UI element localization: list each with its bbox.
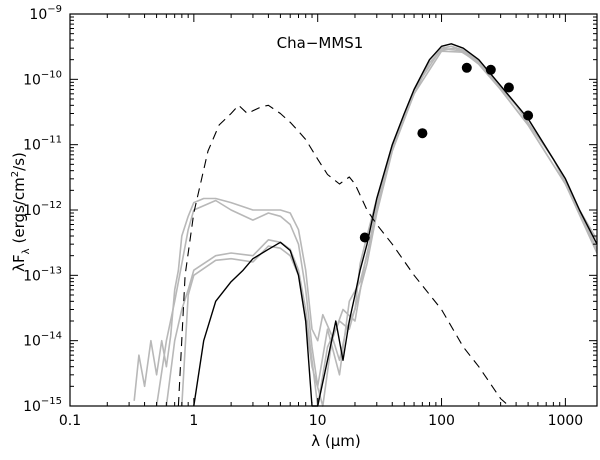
model-fit-line-0 (133, 45, 598, 401)
y-tick-label: 10−12 (23, 200, 62, 219)
y-tick-label: 10−10 (23, 69, 62, 88)
x-tick-label: 1000 (548, 413, 584, 429)
y-tick-label: 10−13 (23, 265, 62, 284)
observed-point-3 (485, 64, 496, 75)
y-axis-label: λFλ(ergs/cm2/s) (10, 152, 32, 272)
x-tick-label: 0.1 (59, 413, 81, 429)
y-tick-label: 10−9 (29, 4, 62, 23)
model-fit-line-2 (165, 50, 598, 407)
observed-point-1 (417, 128, 428, 139)
y-tick-label: 10−11 (23, 135, 62, 154)
x-tick-label: 1 (189, 413, 198, 429)
observed-point-4 (503, 82, 514, 93)
observed-point-0 (359, 232, 370, 243)
x-axis-label: λ (μm) (311, 432, 361, 450)
chart-title: Cha−MMS1 (277, 34, 364, 52)
tick-label-layer: 0.1 1 10 100 1000 10−15 10−14 10−13 10−12 10−11 10… (23, 4, 583, 429)
x-tick-label: 10 (309, 413, 327, 429)
observed-point-2 (461, 62, 472, 73)
observed-points-layer (359, 62, 534, 243)
x-tick-label: 100 (428, 413, 455, 429)
y-tick-label: 10−15 (23, 396, 62, 415)
model-fit-line-3 (181, 47, 598, 407)
y-tick-label: 10−14 (23, 331, 62, 350)
tick-layer (69, 13, 597, 407)
observed-point-5 (523, 110, 534, 121)
stellar-photosphere-line (177, 104, 510, 407)
